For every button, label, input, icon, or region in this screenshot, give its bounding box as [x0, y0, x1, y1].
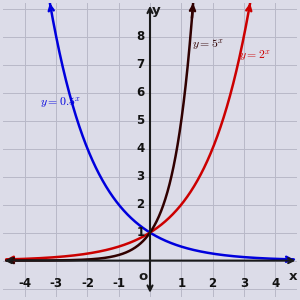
Text: 4: 4	[271, 277, 279, 290]
Text: 1: 1	[136, 226, 144, 239]
Text: 8: 8	[136, 30, 144, 43]
Text: $y = 2^x$: $y = 2^x$	[239, 49, 271, 64]
Text: 4: 4	[136, 142, 144, 155]
Text: -1: -1	[112, 277, 125, 290]
Text: 6: 6	[136, 86, 144, 99]
Text: 2: 2	[208, 277, 217, 290]
Text: -4: -4	[18, 277, 32, 290]
Text: 2: 2	[136, 198, 144, 211]
Text: $y = 0.5^x$: $y = 0.5^x$	[40, 96, 81, 111]
Text: -2: -2	[81, 277, 94, 290]
Text: -3: -3	[50, 277, 63, 290]
Text: 1: 1	[177, 277, 185, 290]
Text: 3: 3	[240, 277, 248, 290]
Text: 3: 3	[136, 170, 144, 183]
Text: 7: 7	[136, 58, 144, 71]
Text: o: o	[139, 269, 148, 283]
Text: $y = 5^x$: $y = 5^x$	[192, 38, 224, 52]
Text: y: y	[151, 4, 160, 16]
Text: x: x	[289, 269, 298, 283]
Text: 5: 5	[136, 114, 144, 127]
